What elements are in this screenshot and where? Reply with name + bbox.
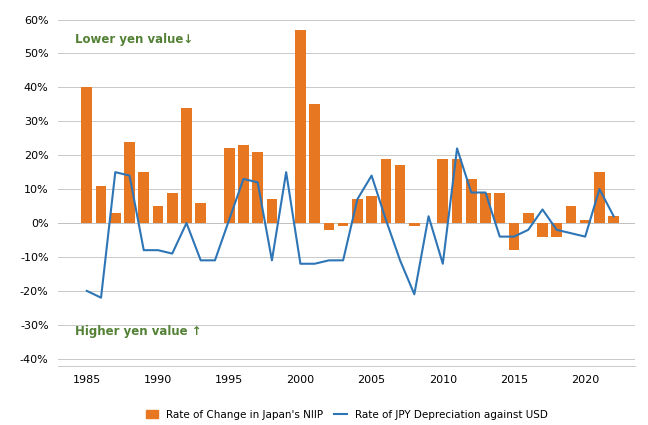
Bar	[580, 220, 590, 223]
Rate of JPY Depreciation against USD	[140, 248, 148, 253]
Rate of JPY Depreciation against USD	[382, 217, 389, 222]
Bar	[295, 30, 306, 223]
Rate of JPY Depreciation against USD	[268, 258, 276, 263]
Legend: Rate of Change in Japan's NIIP, Rate of JPY Depreciation against USD: Rate of Change in Japan's NIIP, Rate of …	[141, 405, 552, 424]
Bar	[608, 216, 619, 223]
Bar	[181, 108, 192, 223]
Bar	[139, 172, 149, 223]
Bar	[537, 223, 548, 237]
Bar	[82, 88, 92, 223]
Bar	[594, 172, 605, 223]
Rate of JPY Depreciation against USD	[567, 231, 575, 236]
Rate of JPY Depreciation against USD	[126, 173, 133, 178]
Bar	[466, 179, 477, 223]
Bar	[224, 148, 235, 223]
Bar	[509, 223, 519, 250]
Rate of JPY Depreciation against USD	[496, 234, 503, 239]
Rate of JPY Depreciation against USD	[510, 234, 518, 239]
Rate of JPY Depreciation against USD	[240, 176, 248, 181]
Bar	[494, 193, 505, 223]
Bar	[338, 223, 349, 227]
Bar	[110, 213, 121, 223]
Text: Higher yen value ↑: Higher yen value ↑	[75, 325, 202, 338]
Bar	[124, 142, 135, 223]
Bar	[523, 213, 533, 223]
Rate of JPY Depreciation against USD	[524, 227, 532, 232]
Rate of JPY Depreciation against USD	[553, 227, 561, 232]
Rate of JPY Depreciation against USD	[481, 190, 489, 195]
Bar	[409, 223, 420, 227]
Bar	[309, 104, 320, 223]
Rate of JPY Depreciation against USD	[283, 170, 290, 175]
Rate of JPY Depreciation against USD	[325, 258, 333, 263]
Rate of JPY Depreciation against USD	[197, 258, 205, 263]
Bar	[167, 193, 178, 223]
Rate of JPY Depreciation against USD	[83, 288, 91, 293]
Bar	[266, 199, 277, 223]
Bar	[153, 206, 163, 223]
Rate of JPY Depreciation against USD	[596, 187, 603, 192]
Bar	[196, 203, 206, 223]
Bar	[366, 196, 377, 223]
Rate of JPY Depreciation against USD	[581, 234, 589, 239]
Bar	[480, 193, 491, 223]
Bar	[395, 165, 406, 223]
Rate of JPY Depreciation against USD	[297, 261, 305, 266]
Bar	[380, 159, 391, 223]
Rate of JPY Depreciation against USD	[311, 261, 319, 266]
Bar	[323, 223, 334, 230]
Bar	[437, 159, 448, 223]
Rate of JPY Depreciation against USD	[211, 258, 219, 263]
Bar	[238, 145, 249, 223]
Rate of JPY Depreciation against USD	[168, 251, 176, 256]
Rate of JPY Depreciation against USD	[254, 180, 262, 185]
Bar	[452, 159, 463, 223]
Rate of JPY Depreciation against USD	[154, 248, 162, 253]
Rate of JPY Depreciation against USD	[226, 217, 233, 222]
Bar	[551, 223, 562, 237]
Rate of JPY Depreciation against USD	[467, 190, 475, 195]
Rate of JPY Depreciation against USD	[111, 170, 119, 175]
Text: Lower yen value↓: Lower yen value↓	[75, 33, 194, 46]
Rate of JPY Depreciation against USD	[538, 207, 546, 212]
Rate of JPY Depreciation against USD	[610, 214, 618, 219]
Rate of JPY Depreciation against USD	[367, 173, 375, 178]
Rate of JPY Depreciation against USD	[340, 258, 347, 263]
Rate of JPY Depreciation against USD	[439, 261, 446, 266]
Rate of JPY Depreciation against USD	[424, 214, 432, 219]
Bar	[352, 199, 363, 223]
Bar	[566, 206, 576, 223]
Rate of JPY Depreciation against USD	[97, 295, 105, 300]
Rate of JPY Depreciation against USD	[353, 197, 361, 202]
Line: Rate of JPY Depreciation against USD: Rate of JPY Depreciation against USD	[87, 148, 614, 298]
Bar	[252, 152, 263, 223]
Rate of JPY Depreciation against USD	[410, 292, 418, 297]
Bar	[96, 186, 106, 223]
Rate of JPY Depreciation against USD	[453, 146, 461, 151]
Rate of JPY Depreciation against USD	[396, 258, 404, 263]
Rate of JPY Depreciation against USD	[183, 221, 191, 226]
